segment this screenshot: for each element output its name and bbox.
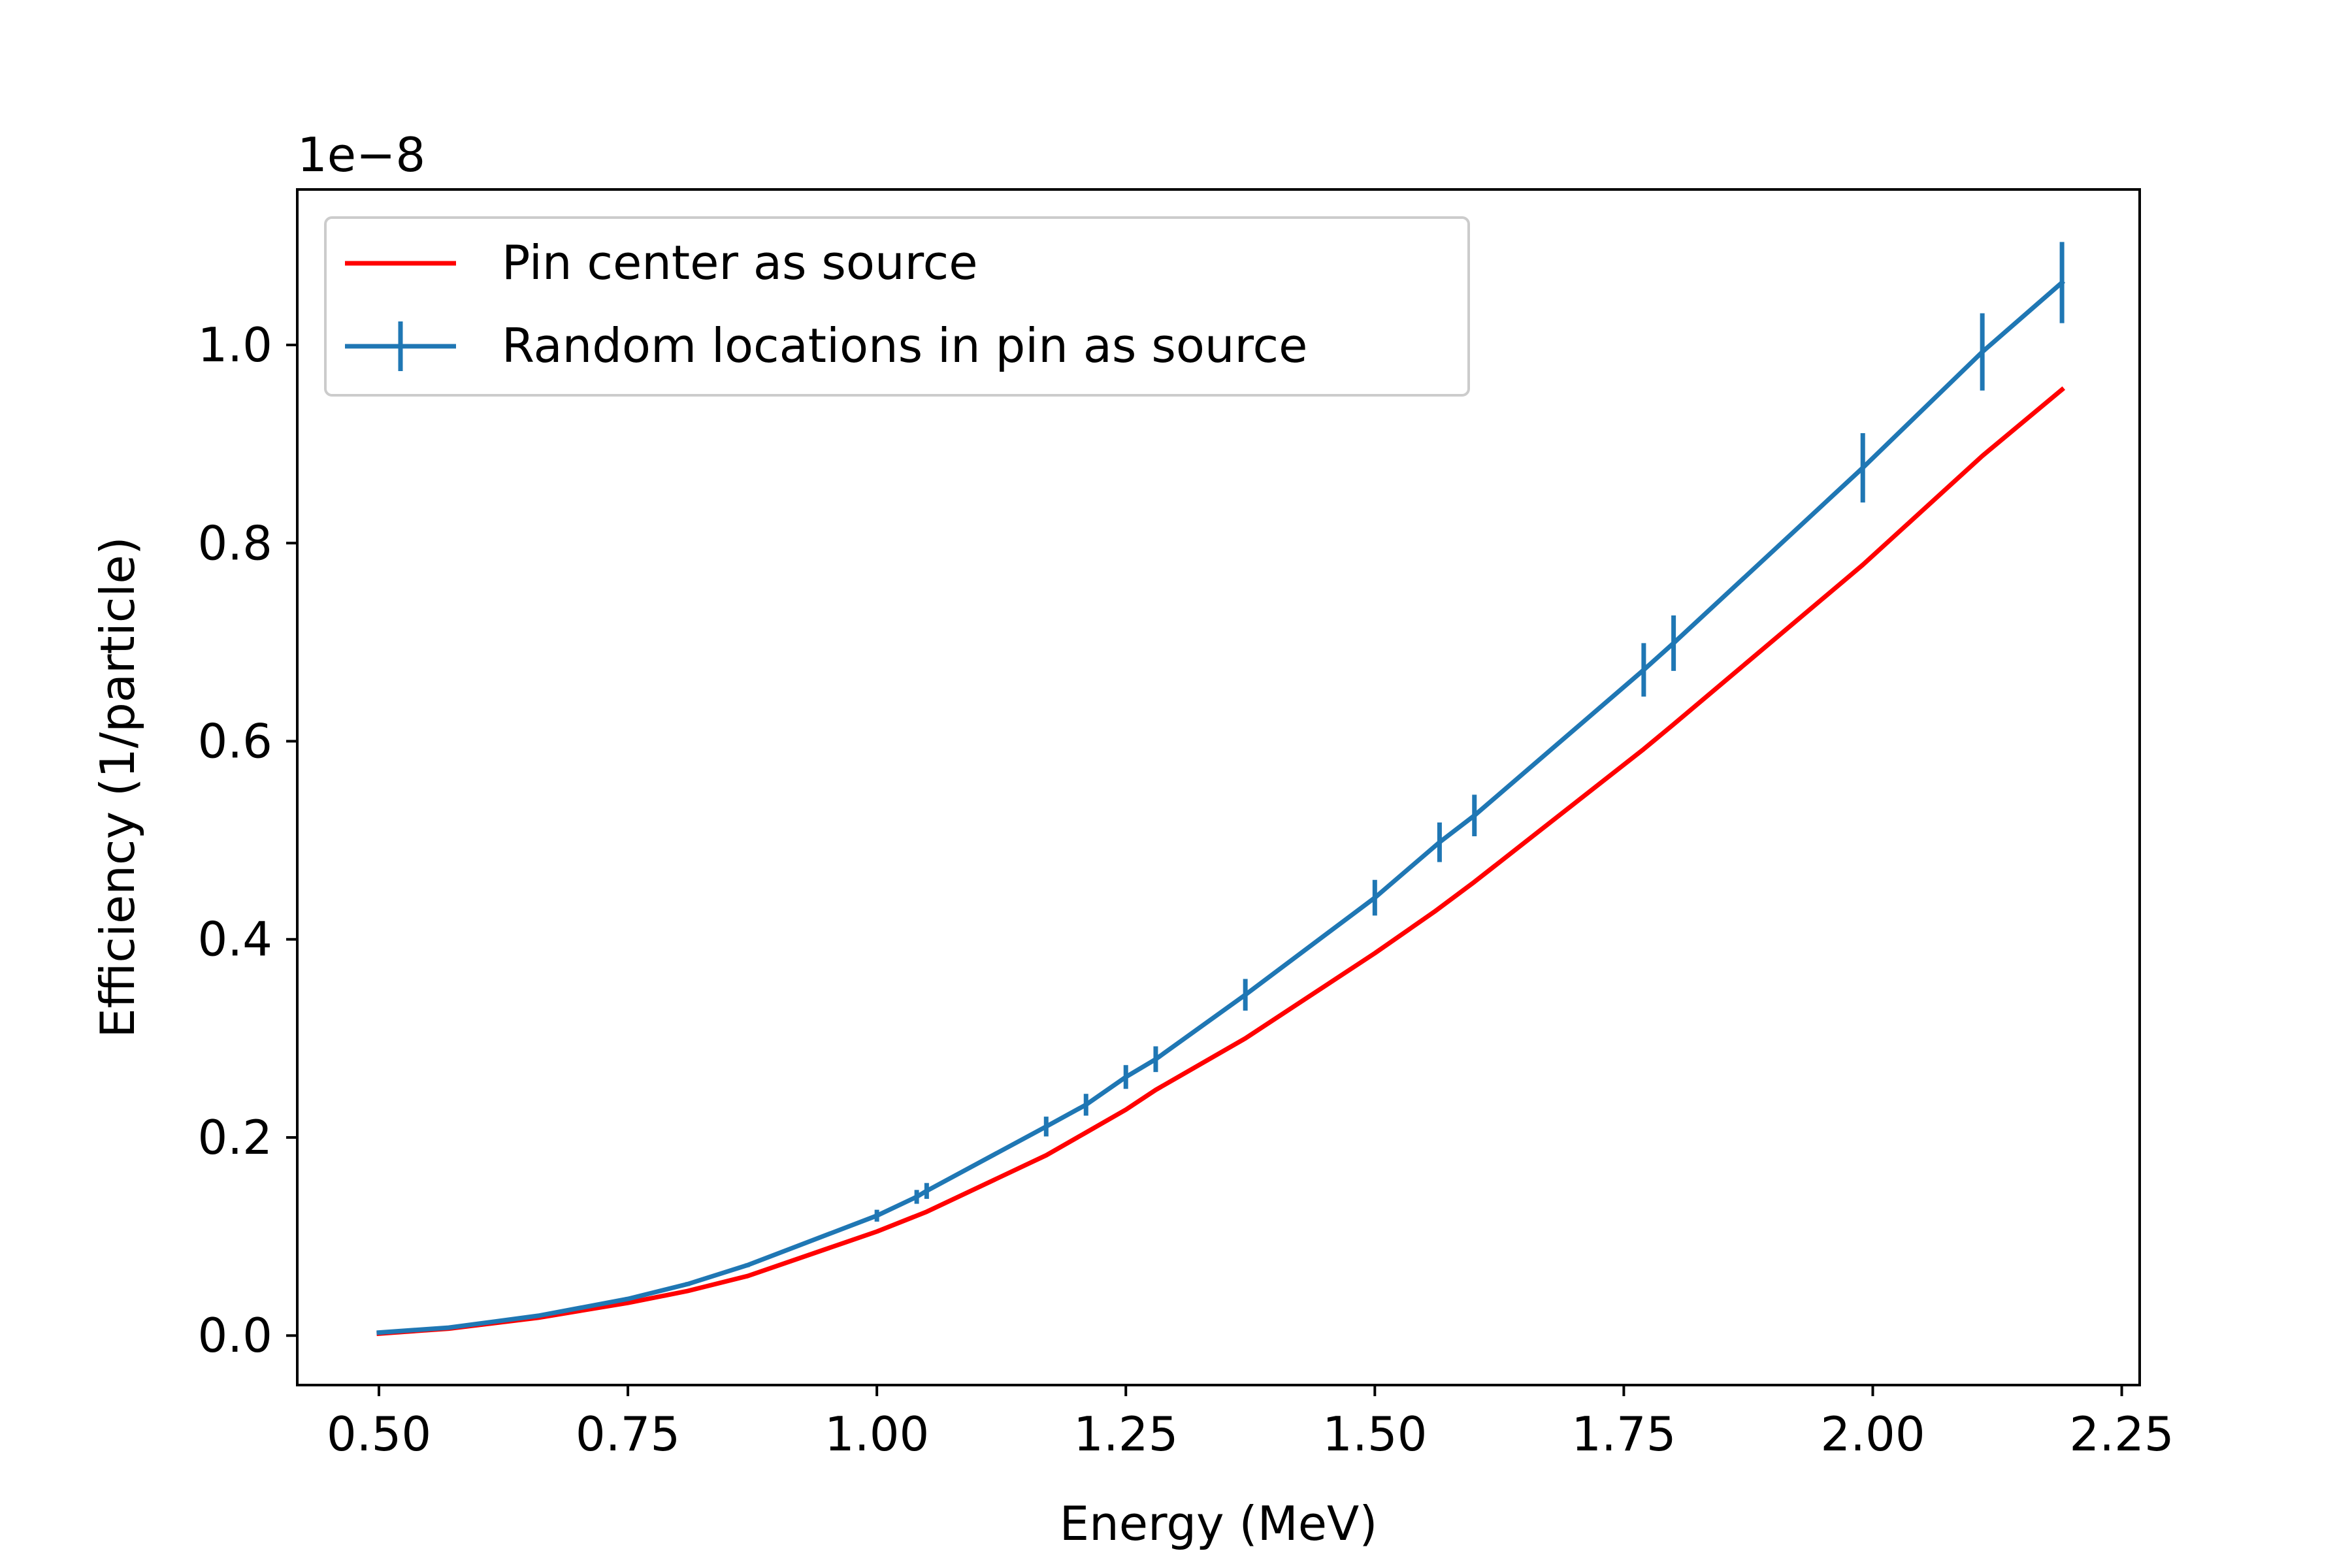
x-tick-label: 1.00 [825, 1407, 929, 1462]
y-tick-label: 1.0 [197, 318, 272, 372]
x-tick-label: 1.75 [1571, 1407, 1676, 1462]
x-tick-label: 1.50 [1322, 1407, 1427, 1462]
y-tick-label: 0.4 [197, 912, 272, 967]
axes-frame [296, 188, 2141, 1386]
legend-label-pin-center: Pin center as source [502, 235, 978, 290]
axis-ticks: 0.50 0.75 1.00 1.25 1.50 1.75 2.00 2.25 0.0 0.2 0.… [197, 318, 2174, 1462]
x-tick-label: 1.25 [1073, 1407, 1178, 1462]
y-axis-label: Efficiency (1/particle) [90, 536, 145, 1038]
plot-marks [376, 242, 2066, 1336]
x-tick-label: 2.25 [2069, 1407, 2174, 1462]
legend-box [324, 216, 1470, 397]
y-tick-label: 0.2 [197, 1110, 272, 1165]
y-tick-label: 0.6 [197, 713, 272, 768]
y-tick-label: 0.8 [197, 515, 272, 570]
legend: Pin center as source Random locations in… [324, 216, 1470, 397]
x-axis-label: Energy (MeV) [1060, 1496, 1378, 1551]
legend-label-random-locations: Random locations in pin as source [502, 318, 1307, 373]
series-line-0 [376, 386, 2066, 1336]
x-tick-label: 2.00 [1820, 1407, 1925, 1462]
y-tick-label: 0.0 [197, 1308, 272, 1363]
x-tick-label: 0.50 [327, 1407, 431, 1462]
series-line-1 [376, 279, 2066, 1335]
x-tick-label: 0.75 [576, 1407, 680, 1462]
y-offset-label: 1e−8 [297, 127, 425, 182]
